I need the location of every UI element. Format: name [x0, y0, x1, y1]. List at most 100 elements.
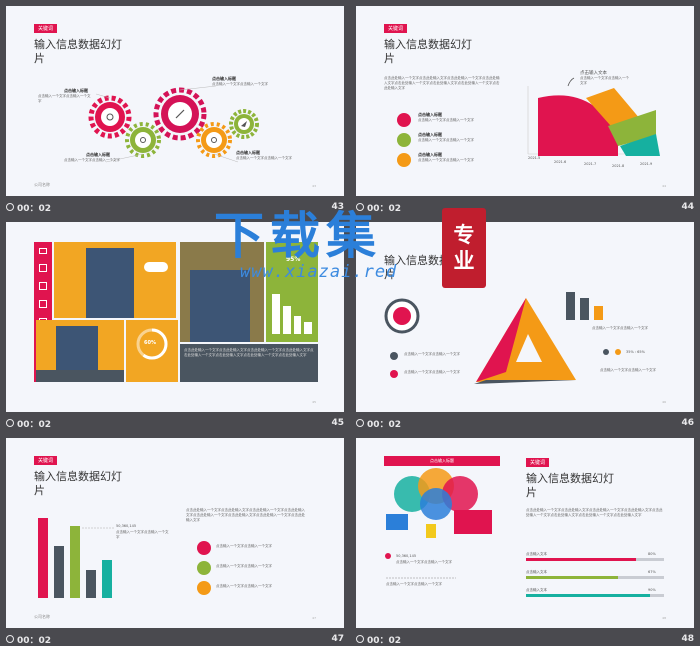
progress-card: 60% [126, 320, 178, 382]
site-watermark: 下载集 专 业 www.xiazai.red [214, 196, 504, 306]
callout-text: 点击输入一个文字点击输入一个文字 [580, 76, 629, 85]
item-icons [397, 113, 411, 167]
chat-icon [397, 133, 411, 147]
bar-5 [102, 560, 112, 598]
phone-icon [426, 524, 436, 538]
progress-value: 80% [648, 552, 656, 556]
building-short [56, 326, 98, 370]
slide-time: 00：02 [17, 635, 52, 646]
city-illustration-2 [36, 320, 124, 382]
text-2: 点击输入一个文字点击输入一个文字 [212, 82, 268, 86]
mini-bar [304, 322, 312, 334]
star-icon [397, 113, 411, 127]
gear-green [125, 122, 161, 158]
footer-company: 公司名称 [34, 614, 50, 619]
watermark-text: 下载集 [214, 207, 382, 265]
bar-3 [70, 526, 80, 598]
footer-company: 公司名称 [34, 182, 50, 187]
page-number: 46 [662, 400, 666, 404]
city-illustration [54, 242, 176, 318]
mini-bar [293, 316, 302, 334]
slide-bar-48: 00：02 48 [356, 629, 694, 646]
value-text: 点击输入一个文字点击输入一个文字 [396, 560, 452, 564]
keyword-tag: 关键词 [34, 456, 58, 465]
minus-icon-2 [197, 561, 211, 575]
text-panel: 点击此处输入一个文字点击此处输入文字点击此处输入一个文字点击此处输入文字点击此处… [180, 344, 318, 382]
slide-bar-45: 00：02 45 [6, 413, 344, 433]
slide-number: 48 [681, 634, 694, 644]
paper-plane-icon [241, 121, 247, 127]
clock-icon [356, 203, 364, 211]
page-number: 43 [312, 184, 316, 188]
seal-char-2: 业 [453, 249, 475, 273]
heading-4: 点击输入标题 [236, 150, 260, 155]
percent-60: 60% [144, 340, 156, 346]
right-text-1: 点击输入一个文字点击输入一个文字 [592, 326, 648, 330]
clock-icon [356, 635, 364, 643]
grid-icon [39, 282, 47, 290]
bar-value: 50,360,145 [116, 524, 137, 528]
chart-callout: 点击输入文本 [580, 71, 607, 76]
slide-time: 00：02 [367, 203, 402, 214]
triangle-diagram [384, 292, 621, 384]
bubble-blue [420, 488, 452, 520]
value-label: 50,360,145 [396, 554, 417, 558]
slide-bar-43: 00：02 43 [6, 197, 344, 217]
mini-bar [282, 306, 291, 334]
slide-44[interactable]: 关键词 输入信息数据幻灯片 点击此处输入一个文字点击此处输入文字点击此处输入一个… [356, 6, 694, 196]
clock-icon [6, 203, 14, 211]
progress-value: 67% [648, 570, 656, 574]
slide-time: 00：02 [367, 635, 402, 646]
item2-text: 点击输入一个文字点击输入一个文字 [216, 564, 272, 568]
slide-number: 47 [331, 634, 344, 644]
page-number: 45 [312, 400, 316, 404]
people-icon [39, 264, 47, 272]
slide-title: 输入信息数据幻灯片 [526, 472, 614, 499]
slide-bar-44: 00：02 44 [356, 197, 694, 217]
item1-heading: 点击输入标题 [418, 112, 442, 117]
slide-48[interactable]: 点击输入标题 50,360,145 点击输入一个文字点击输入一个文字 点击输入一… [356, 438, 694, 628]
text-1: 点击输入一个文字点击输入一个文字 [38, 94, 91, 103]
slide-45[interactable]: 95% 60% 点击此处输入一个文字点击此处输入文字点击此处输入一个文字点击此处… [6, 222, 344, 412]
progress-label: 点击输入文本 [526, 570, 547, 574]
clock-icon [356, 419, 364, 427]
slide-43[interactable]: 关键词 输入信息数据幻灯片 点击输入标题 点击输入一个文字点击输入一个文字 点击… [6, 6, 344, 196]
caption-strip [36, 370, 124, 382]
gear-pink [88, 95, 132, 139]
page-number: 44 [662, 184, 666, 188]
search-icon [106, 113, 114, 121]
item2-text: 点击输入一个文字点击输入一个文字 [418, 138, 474, 142]
datacenter-illustration [180, 242, 264, 342]
mini-bar [272, 294, 280, 334]
triangle-hole [516, 334, 542, 362]
item3-text: 点击输入一个文字点击输入一个文字 [418, 158, 474, 162]
bulb-icon [140, 137, 146, 143]
camera-icon [39, 248, 47, 254]
item2-heading: 点击输入标题 [418, 132, 442, 137]
watermark-seal: 专 业 [442, 208, 486, 288]
heading-2: 点击输入标题 [212, 76, 236, 81]
devices-illustration [385, 468, 492, 579]
page-number: 48 [662, 616, 666, 620]
gear-small-icon [390, 352, 398, 360]
right-text-2: 点击输入一个文字点击输入一个文字 [600, 368, 656, 372]
server-rack [190, 270, 250, 342]
header-banner: 点击输入标题 [384, 456, 500, 466]
slide-bar-47: 00：02 47 [6, 629, 344, 646]
heading-3: 点击输入标题 [86, 152, 110, 157]
slide-title: 输入信息数据幻灯片 [34, 38, 122, 65]
battery-1 [566, 292, 575, 320]
keyword-tag: 关键词 [34, 24, 58, 33]
slide-47[interactable]: 关键词 输入信息数据幻灯片 50,360,145 点击输入一个文字点击输入一个文… [6, 438, 344, 628]
battery-2 [580, 298, 589, 320]
gear-orange [196, 122, 232, 158]
callout-arrow [567, 77, 575, 87]
male-icon [603, 349, 609, 355]
green-stat-card: 95% [266, 242, 318, 342]
slide-title: 输入信息数据幻灯片 [34, 470, 122, 497]
slide-number: 46 [681, 418, 694, 428]
percent-95: 95% [286, 256, 301, 263]
building-tall [86, 248, 134, 318]
slide-46[interactable]: 输入信息数据幻灯片 35% : 65% 点击输入一个文字点击输入一个文字 点击输… [356, 222, 694, 412]
item1-text: 点击输入一个文字点击输入一个文字 [418, 118, 474, 122]
